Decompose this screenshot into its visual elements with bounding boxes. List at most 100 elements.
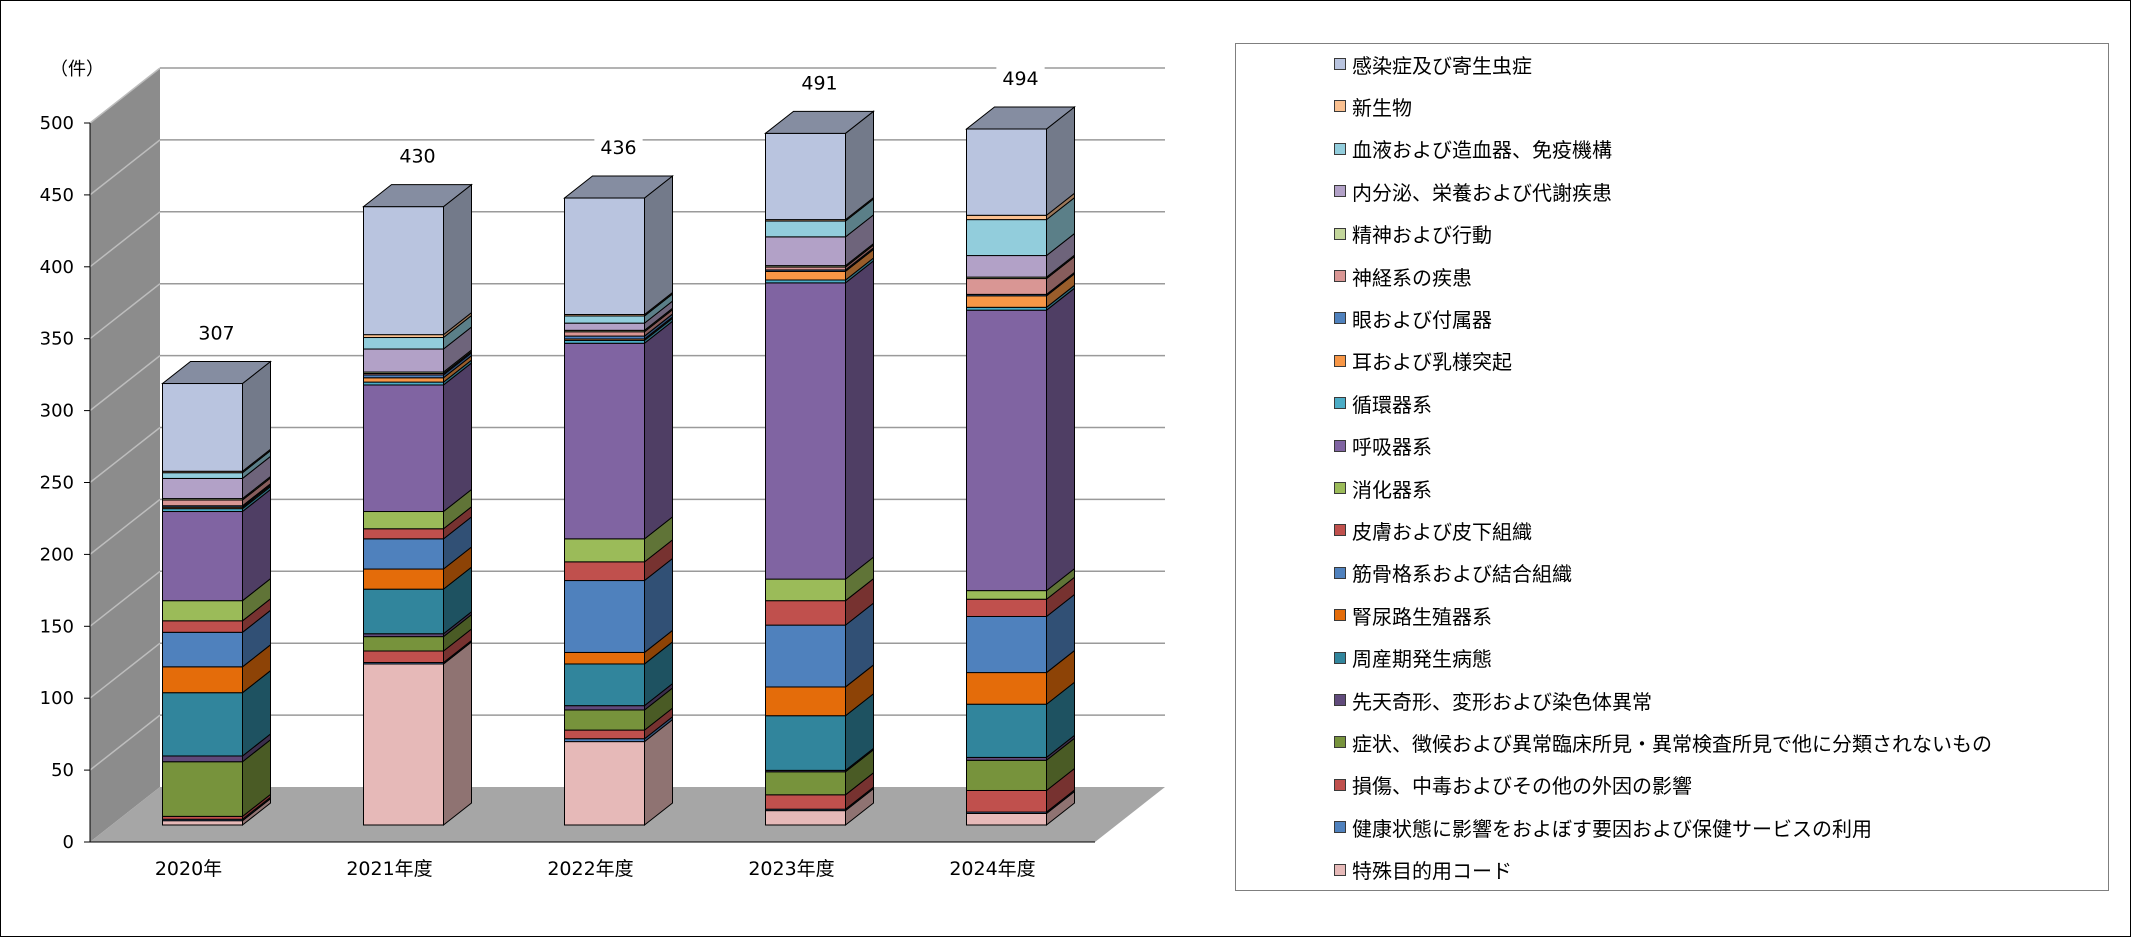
- y-tick-label: 50: [51, 760, 74, 781]
- legend-label: 周産期発生病態: [1352, 647, 1492, 672]
- legend-label: 皮膚および皮下組織: [1352, 519, 1532, 544]
- y-tick-label: 300: [40, 401, 74, 422]
- bar-segment: [564, 197, 645, 316]
- bar-segment: [564, 561, 645, 582]
- bar-segment: [564, 315, 645, 324]
- bar-segment: [765, 810, 846, 826]
- bar-segment: [162, 499, 243, 507]
- y-tick-label: 450: [40, 185, 74, 206]
- legend-swatch: [1334, 142, 1346, 155]
- bar-segment: [966, 598, 1047, 617]
- bar-segment: [162, 820, 243, 826]
- bar-segment: [765, 282, 846, 580]
- bar-segment: [966, 255, 1047, 278]
- bar-segment: [162, 761, 243, 817]
- bar-segment: [564, 729, 645, 740]
- y-tick-label: 100: [40, 688, 74, 709]
- legend-item: 筋骨格系および結合組織: [1334, 560, 1572, 586]
- bar-segment: [363, 511, 444, 530]
- bar-segment: [564, 709, 645, 731]
- legend-label: 感染症及び寄生虫症: [1352, 53, 1532, 78]
- y-tick-label: 400: [40, 257, 74, 278]
- legend-item: 循環器系: [1334, 390, 1432, 417]
- legend-item: 腎尿路生殖器系: [1334, 602, 1492, 629]
- bar-segment: [765, 771, 846, 796]
- bar-segment: [162, 600, 243, 622]
- bar-stack: [764, 110, 875, 827]
- bar-segment: [363, 528, 444, 540]
- bar-stack: [161, 360, 272, 827]
- legend-swatch: [1334, 270, 1346, 282]
- bar-segment: [363, 663, 444, 826]
- y-tick-label: 0: [63, 832, 74, 853]
- x-tick-label: 2021年度: [346, 858, 432, 880]
- bar-segment: [966, 214, 1047, 221]
- legend-item: 症状、徴候および異常臨床所見・異常検査所見で他に分類されないもの: [1334, 729, 1992, 756]
- legend-item: 神経系の疾患: [1334, 263, 1472, 290]
- gridline-diagonal: [89, 283, 161, 340]
- bar-segment: [564, 342, 645, 540]
- legend-swatch: [1334, 185, 1346, 198]
- bar-segment: [363, 384, 444, 513]
- total-label-bg: [192, 320, 241, 347]
- legend-label: 血液および造血器、免疫機構: [1352, 138, 1612, 163]
- legend-swatch: [1334, 863, 1346, 876]
- bar-segment: [564, 663, 645, 707]
- x-tick-label: 2023年度: [748, 858, 834, 880]
- legend-item: 呼吸器系: [1334, 433, 1432, 459]
- legend-label: 精神および行動: [1352, 223, 1492, 248]
- y-tick-label: 500: [40, 113, 74, 134]
- legend-label: 先天奇形、変形および染色体異常: [1352, 689, 1652, 714]
- legend-item: 特殊目的用コード: [1334, 857, 1512, 883]
- bar-segment: [162, 666, 243, 694]
- total-label: 436: [600, 137, 636, 159]
- bar-segment: [966, 759, 1047, 791]
- legend-label: 腎尿路生殖器系: [1352, 604, 1492, 629]
- legend-item: 損傷、中毒およびその他の外因の影響: [1334, 772, 1692, 798]
- legend-label: 眼および付属器: [1352, 307, 1492, 332]
- legend-swatch: [1334, 609, 1346, 622]
- bar-segment: [564, 538, 645, 563]
- bar-segment: [363, 588, 444, 635]
- bar-segment: [564, 331, 645, 337]
- y-tick-label: 150: [40, 616, 74, 637]
- bar-top: [764, 110, 875, 134]
- bar-segment: [162, 383, 243, 472]
- bar-segment: [564, 705, 645, 711]
- gridline-diagonal: [89, 642, 161, 699]
- y-axis-label: （件）: [50, 59, 104, 80]
- bar-segment: [966, 615, 1047, 674]
- legend-label: 耳および乳様突起: [1352, 350, 1512, 375]
- stacked-bar-chart: 0 50 100 150 200 250 300 350 400 450 500 307 430 436…: [40, 59, 1165, 880]
- bar-segment: [765, 132, 846, 221]
- legend-item: 内分泌、栄養および代謝疾患: [1334, 178, 1612, 205]
- bar-segment: [564, 580, 645, 653]
- legend-swatch: [1334, 227, 1346, 240]
- legend-swatch: [1334, 397, 1346, 410]
- legend-swatch: [1334, 58, 1346, 70]
- bar-segment: [363, 377, 444, 383]
- bar-top: [965, 106, 1076, 130]
- bar-segment: [162, 620, 243, 633]
- total-label: 494: [1002, 68, 1038, 90]
- bar-segment: [162, 472, 243, 479]
- bar-segment: [363, 206, 444, 336]
- legend-label: 内分泌、栄養および代謝疾患: [1352, 180, 1612, 205]
- gridline-diagonal: [89, 570, 161, 627]
- bar-top: [362, 184, 473, 208]
- total-label: 491: [801, 72, 837, 94]
- bar-segment-side: [1046, 287, 1075, 592]
- bar-stack: [362, 183, 473, 827]
- legend-swatch: [1334, 524, 1346, 537]
- legend-swatch: [1334, 312, 1346, 325]
- legend-item: 眼および付属器: [1334, 305, 1492, 332]
- bar-segment: [363, 636, 444, 652]
- x-axis-labels: 2020年 2021年度 2022年度 2023年度 2024年度: [155, 858, 1036, 880]
- x-tick-label: 2024年度: [949, 858, 1035, 880]
- y-axis-ticks: 0 50 100 150 200 250 300 350 400 450 500: [40, 113, 1095, 853]
- bar-segment: [765, 715, 846, 771]
- total-labels: 307 430 436 491 494: [192, 66, 1045, 347]
- bar-segment: [765, 236, 846, 267]
- bar-segment: [765, 600, 846, 626]
- bar-segment: [966, 703, 1047, 758]
